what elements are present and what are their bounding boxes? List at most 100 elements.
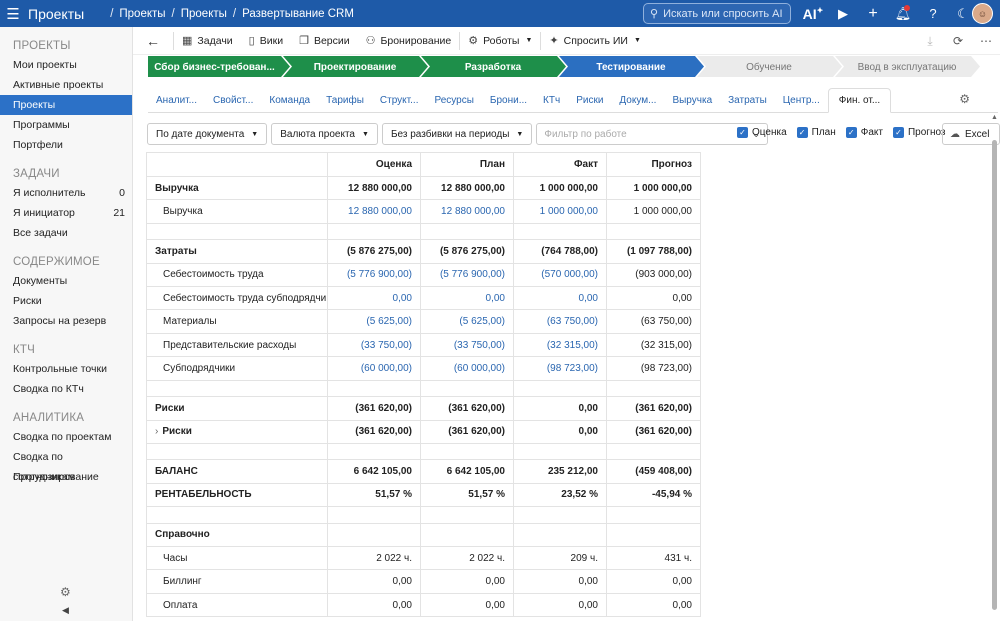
breadcrumb-item-current[interactable]: Развертывание CRM	[242, 7, 354, 20]
tab[interactable]: Центр...	[782, 95, 820, 106]
sidebar-item[interactable]: Мои проекты	[0, 55, 132, 75]
tab[interactable]: Риски	[576, 95, 604, 106]
stage-step[interactable]: Обучение	[697, 56, 842, 77]
value-link-cell[interactable]: 0,00	[513, 286, 607, 311]
value-link-cell[interactable]: 0,00	[327, 286, 421, 311]
tab[interactable]: Аналит...	[156, 95, 197, 106]
value-link-cell[interactable]: (5 776 900,00)	[420, 262, 514, 288]
search-input[interactable]: ⚲ Искать или спросить AI	[643, 3, 791, 24]
value-cell: 1 000 000,00	[606, 199, 701, 224]
tab[interactable]: Выручка	[672, 95, 713, 106]
expand-chevron-icon[interactable]: ›	[155, 426, 159, 438]
column-checkbox[interactable]: ✓ Прогноз	[892, 127, 946, 138]
stage-chevron[interactable]	[421, 56, 566, 77]
sidebar-item[interactable]: Сводка по сотрудникам	[0, 447, 132, 483]
breadcrumb-item[interactable]: Проекты	[119, 7, 166, 20]
hamburger-menu-icon[interactable]: ☰	[6, 5, 20, 23]
tasks-button[interactable]: ▦ Задачи	[174, 27, 241, 55]
sidebar-item[interactable]: Риски	[0, 291, 132, 311]
download-icon[interactable]: ⤓	[927, 33, 933, 48]
tab[interactable]: Докум...	[619, 95, 657, 106]
date-basis-dropdown[interactable]: По дате документа ▼	[147, 123, 268, 145]
sidebar-item[interactable]: Запросы на резерв	[0, 311, 132, 331]
scroll-up-arrow-icon[interactable]: ▲	[991, 114, 998, 121]
versions-button[interactable]: ❐ Версии	[291, 27, 358, 55]
stage-chevron[interactable]	[559, 56, 704, 77]
tab-active[interactable]: Фин. от...	[827, 88, 892, 113]
sidebar-item[interactable]: Портфели	[0, 135, 132, 155]
sidebar-item[interactable]: Сводка по КТч	[0, 379, 132, 399]
avatar[interactable]: ☺	[972, 3, 993, 24]
sidebar-item[interactable]: Я исполнитель 0	[0, 183, 132, 203]
value-link-cell[interactable]: 12 880 000,00	[327, 199, 421, 224]
sidebar-settings-gear-icon[interactable]: ⚙	[60, 585, 71, 599]
sidebar-item[interactable]: Сводка по проектам	[0, 427, 132, 447]
help-icon[interactable]: ?	[929, 6, 937, 21]
tab[interactable]: Ресурсы	[434, 95, 474, 106]
stage-chevron[interactable]	[283, 56, 428, 77]
sidebar-item[interactable]: Прогнозирование	[0, 467, 132, 487]
tab[interactable]: Структ...	[379, 95, 419, 106]
sidebar-item[interactable]: Контрольные точки	[0, 359, 132, 379]
sidebar-item[interactable]: Я инициатор 21	[0, 203, 132, 223]
tabs-settings-gear-icon[interactable]: ⚙	[959, 92, 970, 106]
periods-dropdown[interactable]: Без разбивки на периоды ▼	[381, 123, 533, 145]
back-arrow-icon[interactable]: ←	[146, 32, 160, 49]
stage-step[interactable]: Сбор бизнес-требован...	[148, 56, 290, 77]
value-link-cell[interactable]: 0,00	[420, 286, 514, 311]
row-label-cell[interactable]: › Риски	[146, 419, 328, 444]
ask-ai-dropdown[interactable]: ✦ Спросить ИИ ▼	[541, 27, 649, 55]
value-link-cell[interactable]: (60 000,00)	[420, 356, 514, 381]
breadcrumb-item[interactable]: Проекты	[180, 7, 227, 20]
tab[interactable]: Тарифы	[326, 95, 364, 106]
sidebar-item[interactable]: Все задачи	[0, 223, 132, 243]
value-link-cell[interactable]: (33 750,00)	[327, 332, 421, 358]
ai-icon[interactable]: AI✦	[802, 5, 824, 22]
vertical-scrollbar[interactable]	[992, 140, 997, 610]
work-filter-input[interactable]: Фильтр по работе ⌄	[536, 123, 769, 145]
value-link-cell[interactable]: 1 000 000,00	[513, 199, 607, 224]
tab[interactable]: Команда	[269, 95, 311, 106]
sidebar-item[interactable]: Активные проекты	[0, 75, 132, 95]
value-link-cell[interactable]: (32 315,00)	[513, 332, 607, 358]
sidebar-item[interactable]: Документы	[0, 271, 132, 291]
column-checkbox[interactable]: ✓ Оценка	[737, 127, 787, 138]
stage-step[interactable]: Ввод в эксплуатацию	[835, 56, 980, 77]
value-link-cell[interactable]: (98 723,00)	[513, 356, 607, 381]
tab[interactable]: КТч	[543, 95, 561, 106]
stage-chevron[interactable]	[148, 56, 290, 77]
value-link-cell[interactable]: (5 625,00)	[420, 309, 514, 334]
stage-chevron[interactable]	[835, 56, 980, 77]
stage-step[interactable]: Тестирование	[559, 56, 704, 77]
tab[interactable]: Свойст...	[212, 95, 254, 106]
value-link-cell[interactable]: (5 625,00)	[327, 309, 421, 334]
play-icon[interactable]: ▶	[838, 5, 848, 21]
sidebar-collapse-icon[interactable]: ◀	[62, 605, 69, 615]
wiki-button[interactable]: ▯ Вики	[241, 27, 291, 55]
value-link-cell[interactable]: (33 750,00)	[420, 332, 514, 358]
currency-dropdown[interactable]: Валюта проекта ▼	[271, 123, 378, 145]
robots-dropdown[interactable]: ⚙ Роботы ▼	[460, 27, 540, 55]
value-link-cell[interactable]: (570 000,00)	[513, 262, 607, 288]
value-link-cell[interactable]: (5 776 900,00)	[327, 262, 421, 288]
refresh-icon[interactable]: ⟳	[952, 34, 964, 48]
column-checkbox[interactable]: ✓ План	[796, 127, 836, 138]
sidebar-item[interactable]: Программы	[0, 115, 132, 135]
value-link-cell[interactable]: 12 880 000,00	[420, 199, 514, 224]
sidebar-item[interactable]: Проекты	[0, 95, 132, 115]
caret-down-icon: ▼	[516, 130, 524, 138]
stage-chevron[interactable]	[697, 56, 842, 77]
tab[interactable]: Брони...	[489, 95, 528, 106]
dark-mode-moon-icon[interactable]: ☾	[957, 5, 969, 21]
column-checkbox[interactable]: ✓ Факт	[845, 127, 883, 138]
notifications-bell-icon[interactable]: 🔔︎	[894, 4, 912, 21]
stage-step[interactable]: Проектирование	[283, 56, 428, 77]
plus-icon[interactable]: +	[868, 4, 878, 22]
booking-button[interactable]: ⚇ Бронирование	[358, 27, 460, 55]
stage-step[interactable]: Разработка	[421, 56, 566, 77]
value-link-cell[interactable]: (63 750,00)	[513, 309, 607, 334]
value-link-cell[interactable]: (60 000,00)	[327, 356, 421, 381]
app-title[interactable]: Проекты	[28, 5, 85, 22]
more-options-icon[interactable]: ⋯	[980, 34, 992, 48]
tab[interactable]: Затраты	[728, 95, 767, 106]
